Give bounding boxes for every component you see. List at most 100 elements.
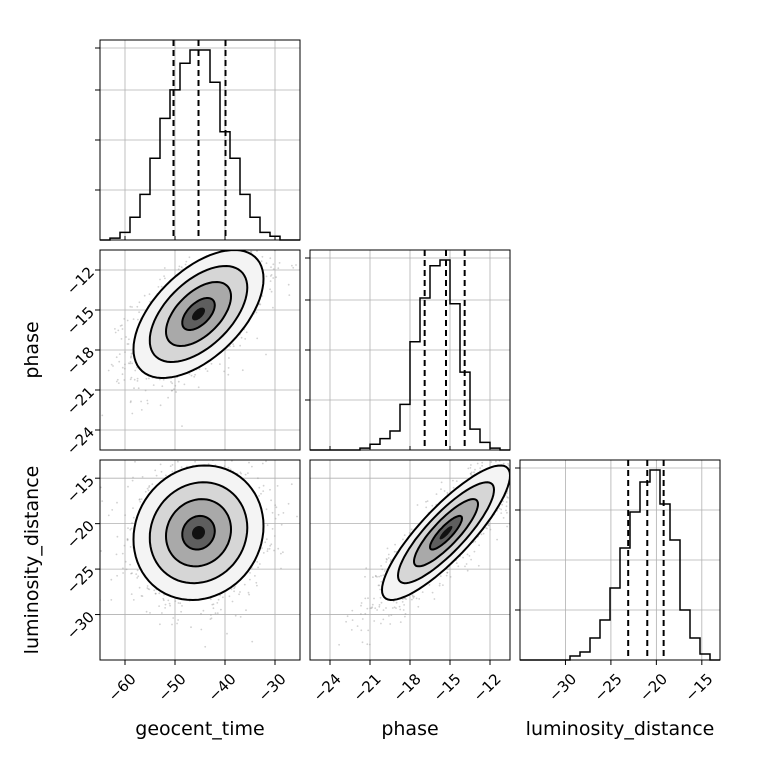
sample-point — [257, 477, 259, 480]
sample-point — [388, 615, 390, 617]
sample-point — [513, 443, 515, 445]
sample-point — [470, 471, 473, 474]
sample-point — [158, 605, 161, 607]
sample-point — [236, 245, 238, 247]
sample-point — [171, 470, 174, 473]
sample-point — [132, 318, 135, 320]
sample-point — [464, 565, 466, 568]
sample-point — [280, 552, 282, 555]
sample-point — [114, 328, 116, 330]
sample-point — [265, 353, 267, 356]
sample-point — [184, 263, 187, 266]
sample-point — [219, 594, 221, 597]
sample-point — [373, 620, 376, 622]
sample-point — [173, 388, 175, 391]
sample-point — [395, 601, 398, 604]
sample-point — [219, 363, 221, 365]
sample-point — [273, 549, 275, 552]
contour-1 — [164, 498, 233, 568]
sample-point — [131, 572, 133, 575]
sample-point — [390, 614, 393, 616]
sample-point — [249, 578, 251, 581]
sample-point — [418, 598, 421, 600]
sample-point — [140, 595, 143, 597]
sample-point — [462, 556, 464, 559]
sample-point — [266, 548, 269, 550]
sample-point — [154, 592, 157, 595]
sample-point — [125, 336, 127, 338]
sample-point — [194, 460, 197, 463]
sample-point — [146, 399, 149, 402]
sample-point — [145, 377, 148, 380]
sample-point — [229, 468, 232, 471]
sample-point — [159, 278, 161, 281]
sample-point — [127, 362, 130, 365]
sample-point — [101, 414, 104, 417]
sample-point — [500, 512, 503, 514]
sample-point — [231, 600, 234, 603]
sample-point — [232, 345, 235, 348]
sample-point — [162, 597, 165, 600]
sample-point — [152, 384, 155, 386]
sample-point — [506, 446, 508, 448]
sample-point — [256, 337, 259, 340]
sample-point — [262, 490, 265, 492]
sample-point — [346, 615, 349, 618]
sample-point — [468, 555, 471, 557]
sample-point — [154, 469, 157, 472]
sample-point — [176, 622, 179, 625]
sample-point — [261, 243, 263, 245]
sample-point — [271, 511, 274, 514]
sample-point — [97, 535, 99, 537]
sample-point — [265, 460, 267, 463]
sample-point — [255, 311, 258, 314]
sample-point — [386, 547, 389, 550]
sample-point — [180, 466, 183, 469]
sample-point — [287, 502, 290, 505]
sample-point — [137, 387, 140, 390]
sample-point — [275, 506, 278, 509]
sample-point — [292, 266, 295, 269]
sample-point — [147, 452, 149, 454]
content-layer — [97, 40, 720, 661]
sample-point — [123, 318, 126, 320]
sample-point — [168, 602, 171, 605]
sample-point — [107, 369, 110, 372]
panel-frame-0-0 — [99, 39, 301, 241]
sample-point — [158, 378, 161, 381]
sample-point — [401, 601, 404, 603]
sample-point — [228, 595, 231, 598]
sample-point — [115, 380, 118, 383]
sample-point — [171, 389, 174, 392]
sample-point — [370, 607, 373, 610]
sample-point — [207, 463, 210, 465]
sample-point — [100, 550, 102, 552]
sample-point — [514, 453, 516, 455]
sample-point — [446, 571, 449, 574]
sample-point — [146, 487, 149, 490]
sample-point — [227, 466, 230, 469]
contour-0 — [181, 514, 216, 551]
sample-point — [121, 373, 124, 376]
sample-point — [209, 618, 212, 620]
sample-point — [148, 377, 150, 380]
sample-point — [417, 605, 420, 608]
sample-point — [266, 524, 269, 527]
sample-point — [255, 581, 258, 584]
sample-point — [477, 564, 480, 567]
sample-point — [502, 500, 504, 503]
sample-point — [338, 643, 340, 646]
sample-point — [159, 463, 162, 466]
sample-point — [130, 352, 133, 355]
sample-point — [181, 425, 183, 427]
sample-point — [222, 242, 224, 244]
sample-point — [245, 609, 247, 612]
sample-point — [124, 351, 126, 353]
sample-point — [380, 622, 382, 625]
sample-point — [274, 517, 277, 520]
sample-point — [509, 451, 511, 453]
sample-point — [197, 386, 200, 389]
sample-point — [110, 363, 113, 366]
sample-point — [399, 608, 402, 611]
